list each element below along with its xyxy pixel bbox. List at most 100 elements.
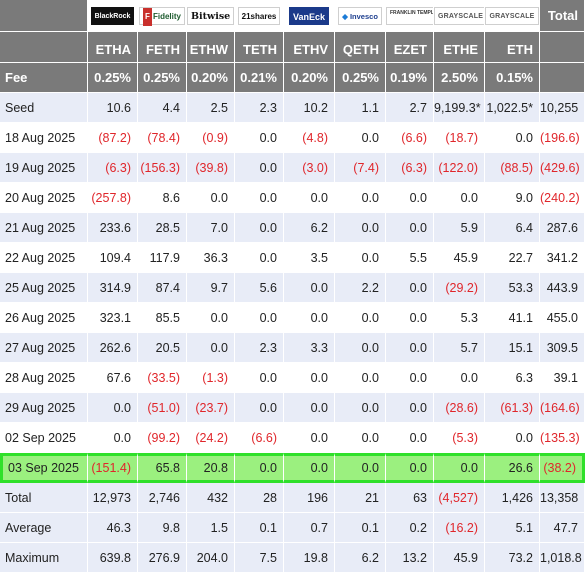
value-cell: 0.0 xyxy=(434,453,485,483)
ticker-header: EZET xyxy=(386,32,434,63)
value-cell: 6.4 xyxy=(485,213,540,243)
value-cell: 0.0 xyxy=(284,273,335,303)
value-cell: 7.0 xyxy=(187,213,235,243)
value-cell: 6.2 xyxy=(335,543,386,573)
fee-cell: 0.20% xyxy=(284,63,335,93)
value-cell: (16.2) xyxy=(434,513,485,543)
value-cell: 5.1 xyxy=(485,513,540,543)
value-cell: 0.1 xyxy=(235,513,284,543)
fee-cell xyxy=(540,63,585,93)
value-cell: 0.0 xyxy=(284,423,335,453)
value-cell: 9,199.3* xyxy=(434,93,485,123)
value-cell: 109.4 xyxy=(88,243,138,273)
value-cell: (38.2) xyxy=(540,453,585,483)
fee-cell: 0.20% xyxy=(187,63,235,93)
value-cell: 0.0 xyxy=(386,423,434,453)
value-cell: (24.2) xyxy=(187,423,235,453)
value-cell: 5.7 xyxy=(434,333,485,363)
grayscale-eth-logo-cell: GRAYSCALE xyxy=(485,0,540,32)
value-cell: 5.9 xyxy=(434,213,485,243)
value-cell: 432 xyxy=(187,483,235,513)
date-row: 19 Aug 2025 (6.3) (156.3) (39.8) 0.0 (3.0) (7.… xyxy=(0,153,585,183)
value-cell: 0.0 xyxy=(335,393,386,423)
date-row: 18 Aug 2025 (87.2) (78.4) (0.9) 0.0 (4.8) 0.0(… xyxy=(0,123,585,153)
value-cell: (78.4) xyxy=(138,123,187,153)
row-label: 19 Aug 2025 xyxy=(0,153,88,183)
value-cell: (51.0) xyxy=(138,393,187,423)
value-cell: 0.0 xyxy=(235,153,284,183)
ticker-header: ETH xyxy=(485,32,540,63)
value-cell: 1,022.5* xyxy=(485,93,540,123)
ticker-row: ETHA FETH ETHW TETH ETHV QETH EZET ETHE … xyxy=(0,32,585,63)
value-cell: (196.6) xyxy=(540,123,585,153)
invesco-logo: ◆ Invesco xyxy=(338,6,382,25)
ticker-header: ETHE xyxy=(434,32,485,63)
summary-row-maximum: Maximum 639.8 276.9 204.0 7.5 19.8 6.2 13.2 45.9… xyxy=(0,543,585,573)
value-cell: 53.3 xyxy=(485,273,540,303)
value-cell: 5.3 xyxy=(434,303,485,333)
value-cell: (156.3) xyxy=(138,153,187,183)
value-cell: 0.0 xyxy=(284,303,335,333)
value-cell: 0.0 xyxy=(235,453,284,483)
value-cell: 0.0 xyxy=(386,363,434,393)
value-cell: 9.8 xyxy=(138,513,187,543)
bitwise-logo-cell: Bitwise xyxy=(187,0,235,32)
value-cell: 0.0 xyxy=(485,123,540,153)
value-cell: (6.6) xyxy=(386,123,434,153)
value-cell: 0.0 xyxy=(335,363,386,393)
value-cell: (87.2) xyxy=(88,123,138,153)
date-row: 28 Aug 2025 67.6 (33.5) (1.3) 0.0 0.0 0.0 0.0 0.… xyxy=(0,363,585,393)
value-cell: 0.0 xyxy=(88,423,138,453)
row-label: 25 Aug 2025 xyxy=(0,273,88,303)
value-cell: 309.5 xyxy=(540,333,585,363)
value-cell: 0.0 xyxy=(335,213,386,243)
value-cell: 0.0 xyxy=(386,333,434,363)
value-cell: (6.6) xyxy=(235,423,284,453)
value-cell: 13.2 xyxy=(386,543,434,573)
value-cell: 0.0 xyxy=(187,303,235,333)
value-cell: 0.0 xyxy=(386,393,434,423)
date-row: 25 Aug 2025 314.9 87.4 9.7 5.6 0.0 2.2 0.0 (29.2… xyxy=(0,273,585,303)
row-label: 28 Aug 2025 xyxy=(0,363,88,393)
value-cell: (88.5) xyxy=(485,153,540,183)
value-cell: 0.2 xyxy=(386,513,434,543)
value-cell: 639.8 xyxy=(88,543,138,573)
fee-cell: 0.21% xyxy=(235,63,284,93)
franklin-templeton-logo: FRANKLIN TEMPLETON xyxy=(386,6,433,25)
row-label: Total xyxy=(0,483,88,513)
value-cell: 233.6 xyxy=(88,213,138,243)
ticker-header: ETHW xyxy=(187,32,235,63)
fee-cell: 0.19% xyxy=(386,63,434,93)
value-cell: 10,255 xyxy=(540,93,585,123)
row-label: Average xyxy=(0,513,88,543)
value-cell: (4.8) xyxy=(284,123,335,153)
value-cell: 0.0 xyxy=(485,423,540,453)
value-cell: 0.0 xyxy=(335,423,386,453)
value-cell: 1.1 xyxy=(335,93,386,123)
value-cell: (28.6) xyxy=(434,393,485,423)
value-cell: 0.0 xyxy=(235,393,284,423)
row-label: 03 Sep 2025 xyxy=(0,453,88,483)
grayscale-logo: GRAYSCALE xyxy=(485,6,539,25)
value-cell: (0.9) xyxy=(187,123,235,153)
value-cell: 0.0 xyxy=(386,273,434,303)
value-cell: 67.6 xyxy=(88,363,138,393)
value-cell: 28.5 xyxy=(138,213,187,243)
value-cell: 2.3 xyxy=(235,333,284,363)
value-cell: 0.0 xyxy=(335,243,386,273)
value-cell: (3.0) xyxy=(284,153,335,183)
grayscale-logo: GRAYSCALE xyxy=(434,6,484,25)
value-cell: 341.2 xyxy=(540,243,585,273)
vaneck-logo-cell: VanEck xyxy=(284,0,335,32)
value-cell: 12,973 xyxy=(88,483,138,513)
value-cell: 314.9 xyxy=(88,273,138,303)
value-cell: 6.3 xyxy=(485,363,540,393)
value-cell: 15.1 xyxy=(485,333,540,363)
row-label: 27 Aug 2025 xyxy=(0,333,88,363)
value-cell: 8.6 xyxy=(138,183,187,213)
total-column-header: Total xyxy=(540,0,585,32)
value-cell: 443.9 xyxy=(540,273,585,303)
ticker-header: TETH xyxy=(235,32,284,63)
21shares-logo: 21shares xyxy=(237,6,281,25)
